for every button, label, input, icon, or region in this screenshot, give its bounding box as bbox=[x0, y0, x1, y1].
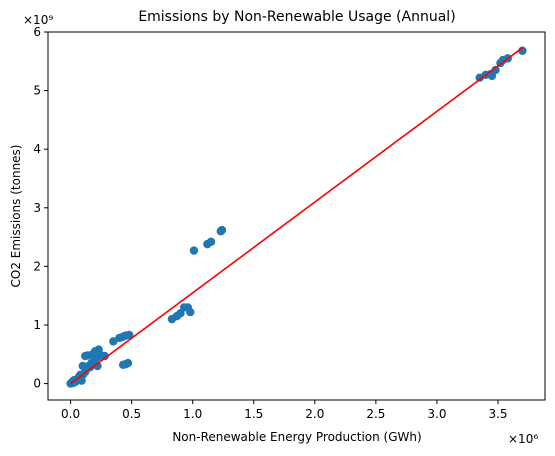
data-point bbox=[100, 351, 109, 361]
x-multiplier: ×10⁶ bbox=[508, 432, 538, 446]
data-point bbox=[217, 225, 227, 235]
data-point bbox=[93, 361, 102, 371]
fit-line bbox=[70, 47, 523, 385]
y-tick-label: 0 bbox=[33, 377, 41, 391]
x-tick-label: 2.0 bbox=[305, 407, 324, 421]
y-tick-label: 2 bbox=[33, 259, 41, 273]
chart-title: Emissions by Non-Renewable Usage (Annual… bbox=[138, 9, 455, 25]
x-tick-label: 3.0 bbox=[427, 407, 446, 421]
x-tick-label: 2.5 bbox=[366, 407, 385, 421]
plot-area bbox=[66, 46, 527, 388]
y-tick-label: 1 bbox=[33, 318, 41, 332]
data-point bbox=[189, 246, 199, 255]
y-axis: 0 1 2 3 4 5 6 bbox=[33, 25, 48, 391]
plot-frame bbox=[47, 31, 546, 401]
x-tick-label: 0.0 bbox=[61, 407, 80, 421]
data-point bbox=[81, 351, 90, 361]
x-tick-label: 1.5 bbox=[244, 407, 263, 421]
data-point bbox=[206, 237, 216, 246]
y-tick-label: 6 bbox=[33, 25, 41, 39]
y-tick-label: 3 bbox=[33, 201, 41, 215]
x-axis: 0.0 0.5 1.0 1.5 2.0 2.5 3.0 3.5 bbox=[61, 400, 508, 421]
x-tick-label: 3.5 bbox=[488, 407, 507, 421]
x-tick-label: 0.5 bbox=[122, 407, 141, 421]
data-point bbox=[125, 330, 134, 340]
data-point bbox=[123, 358, 133, 368]
y-tick-label: 5 bbox=[33, 84, 41, 98]
y-multiplier: ×10⁹ bbox=[23, 13, 53, 27]
y-tick-label: 4 bbox=[33, 142, 41, 156]
data-point bbox=[78, 361, 88, 371]
x-tick-label: 1.0 bbox=[183, 407, 202, 421]
data-point bbox=[491, 65, 500, 75]
data-point bbox=[109, 337, 118, 346]
y-axis-label: CO2 Emissions (tonnes) bbox=[9, 145, 23, 288]
x-axis-label: Non-Renewable Energy Production (GWh) bbox=[172, 430, 421, 444]
data-point bbox=[186, 307, 195, 317]
